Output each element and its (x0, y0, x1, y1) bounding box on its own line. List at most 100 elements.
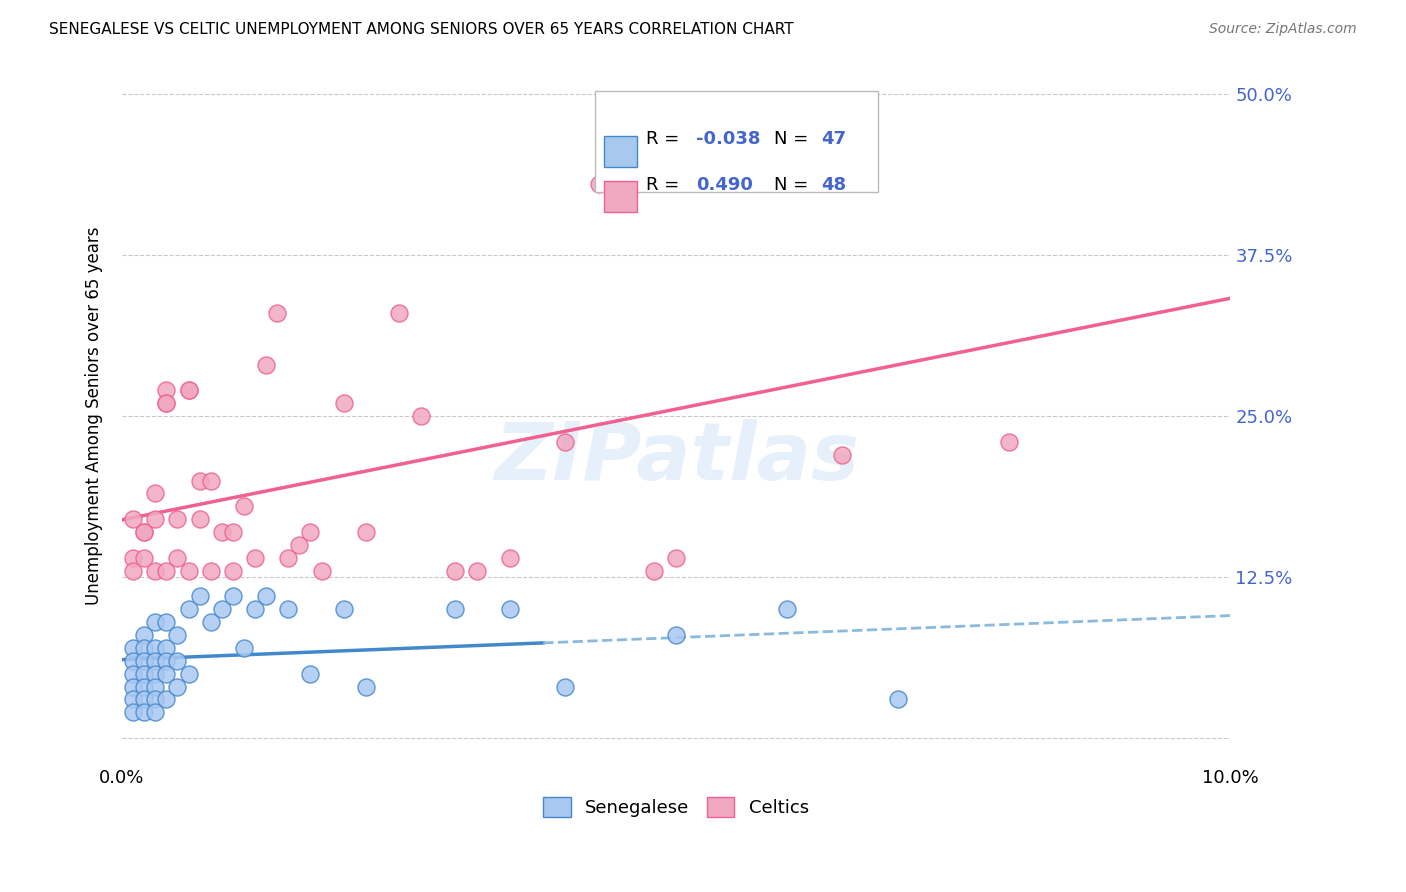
Point (266, 306, 288, 320)
Text: -0.038: -0.038 (696, 130, 761, 148)
Point (122, 512, 145, 526)
Point (499, 550, 522, 565)
Point (997, 434, 1019, 449)
Point (277, 550, 299, 565)
Point (411, 409, 433, 424)
Point (134, 524, 156, 539)
Point (177, 666, 200, 681)
Point (299, 524, 322, 539)
Point (200, 474, 222, 488)
Point (134, 524, 156, 539)
Text: R =: R = (647, 130, 685, 148)
Point (155, 640, 177, 655)
Point (200, 615, 222, 630)
Point (465, 564, 488, 578)
Point (134, 692, 156, 706)
Point (134, 706, 156, 720)
Point (134, 666, 156, 681)
Point (299, 666, 322, 681)
Point (155, 396, 177, 410)
Point (155, 666, 177, 681)
Point (188, 474, 211, 488)
FancyBboxPatch shape (605, 136, 637, 168)
Point (354, 680, 377, 694)
Point (643, 564, 665, 578)
Point (499, 602, 522, 616)
Point (554, 434, 576, 449)
Text: 48: 48 (821, 176, 846, 194)
Text: 0.490: 0.490 (696, 176, 754, 194)
Point (443, 602, 465, 616)
FancyBboxPatch shape (595, 92, 877, 193)
Point (243, 550, 266, 565)
Text: N =: N = (773, 130, 814, 148)
Point (122, 692, 145, 706)
Point (588, 178, 610, 192)
Text: R =: R = (647, 176, 690, 194)
Point (155, 564, 177, 578)
Point (443, 564, 465, 578)
Point (143, 640, 166, 655)
Point (277, 602, 299, 616)
Point (354, 524, 377, 539)
Point (166, 680, 188, 694)
Point (211, 602, 233, 616)
Point (143, 654, 166, 668)
Point (122, 680, 145, 694)
Point (776, 602, 799, 616)
Point (222, 524, 245, 539)
Point (155, 692, 177, 706)
FancyBboxPatch shape (605, 181, 637, 212)
Point (831, 448, 853, 462)
Point (188, 512, 211, 526)
Point (720, 152, 742, 166)
Point (233, 640, 256, 655)
Point (188, 590, 211, 604)
Point (134, 680, 156, 694)
Point (887, 692, 910, 706)
Point (177, 564, 200, 578)
Point (122, 666, 145, 681)
Point (122, 654, 145, 668)
Point (134, 550, 156, 565)
Point (332, 602, 354, 616)
Point (143, 680, 166, 694)
Text: 47: 47 (821, 130, 846, 148)
Point (254, 358, 277, 372)
Point (665, 550, 688, 565)
Text: ZIPatlas: ZIPatlas (494, 419, 859, 497)
Point (143, 666, 166, 681)
Point (554, 680, 576, 694)
Legend: Senegalese, Celtics: Senegalese, Celtics (536, 790, 815, 824)
Point (166, 628, 188, 642)
Point (143, 486, 166, 500)
Point (155, 654, 177, 668)
Point (665, 628, 688, 642)
Point (122, 564, 145, 578)
Point (222, 564, 245, 578)
Point (233, 500, 256, 514)
Point (143, 706, 166, 720)
Point (177, 384, 200, 398)
Point (288, 538, 311, 552)
Point (776, 164, 799, 178)
Text: SENEGALESE VS CELTIC UNEMPLOYMENT AMONG SENIORS OVER 65 YEARS CORRELATION CHART: SENEGALESE VS CELTIC UNEMPLOYMENT AMONG … (49, 22, 794, 37)
Point (134, 654, 156, 668)
Point (134, 640, 156, 655)
Point (177, 384, 200, 398)
Point (166, 654, 188, 668)
Point (155, 615, 177, 630)
Text: Source: ZipAtlas.com: Source: ZipAtlas.com (1209, 22, 1357, 37)
Point (143, 512, 166, 526)
Point (222, 590, 245, 604)
Point (332, 396, 354, 410)
Point (134, 628, 156, 642)
Point (122, 550, 145, 565)
Point (254, 590, 277, 604)
Point (388, 306, 411, 320)
Point (143, 692, 166, 706)
Point (200, 564, 222, 578)
Point (155, 396, 177, 410)
Point (143, 564, 166, 578)
Point (122, 706, 145, 720)
